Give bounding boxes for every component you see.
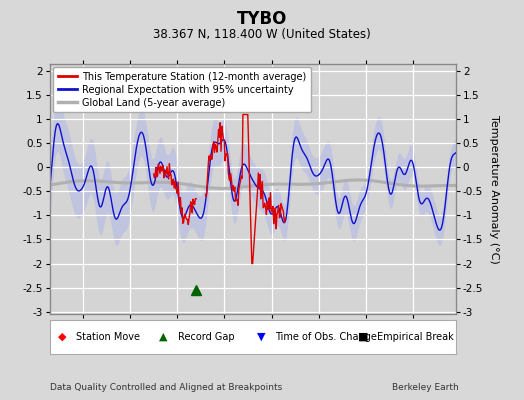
Text: Time of Obs. Change: Time of Obs. Change xyxy=(275,332,377,342)
Text: Berkeley Earth: Berkeley Earth xyxy=(392,383,458,392)
Text: ▼: ▼ xyxy=(257,332,265,342)
Legend: This Temperature Station (12-month average), Regional Expectation with 95% uncer: This Temperature Station (12-month avera… xyxy=(53,67,311,112)
Text: 38.367 N, 118.400 W (United States): 38.367 N, 118.400 W (United States) xyxy=(153,28,371,41)
Y-axis label: Temperature Anomaly (°C): Temperature Anomaly (°C) xyxy=(489,115,499,263)
Text: Record Gap: Record Gap xyxy=(178,332,234,342)
Text: ▲: ▲ xyxy=(159,332,168,342)
Text: Empirical Break: Empirical Break xyxy=(377,332,453,342)
Text: ■: ■ xyxy=(358,332,369,342)
Text: ◆: ◆ xyxy=(58,332,67,342)
Text: Data Quality Controlled and Aligned at Breakpoints: Data Quality Controlled and Aligned at B… xyxy=(50,383,282,392)
Text: TYBO: TYBO xyxy=(237,10,287,28)
Text: Station Move: Station Move xyxy=(76,332,140,342)
